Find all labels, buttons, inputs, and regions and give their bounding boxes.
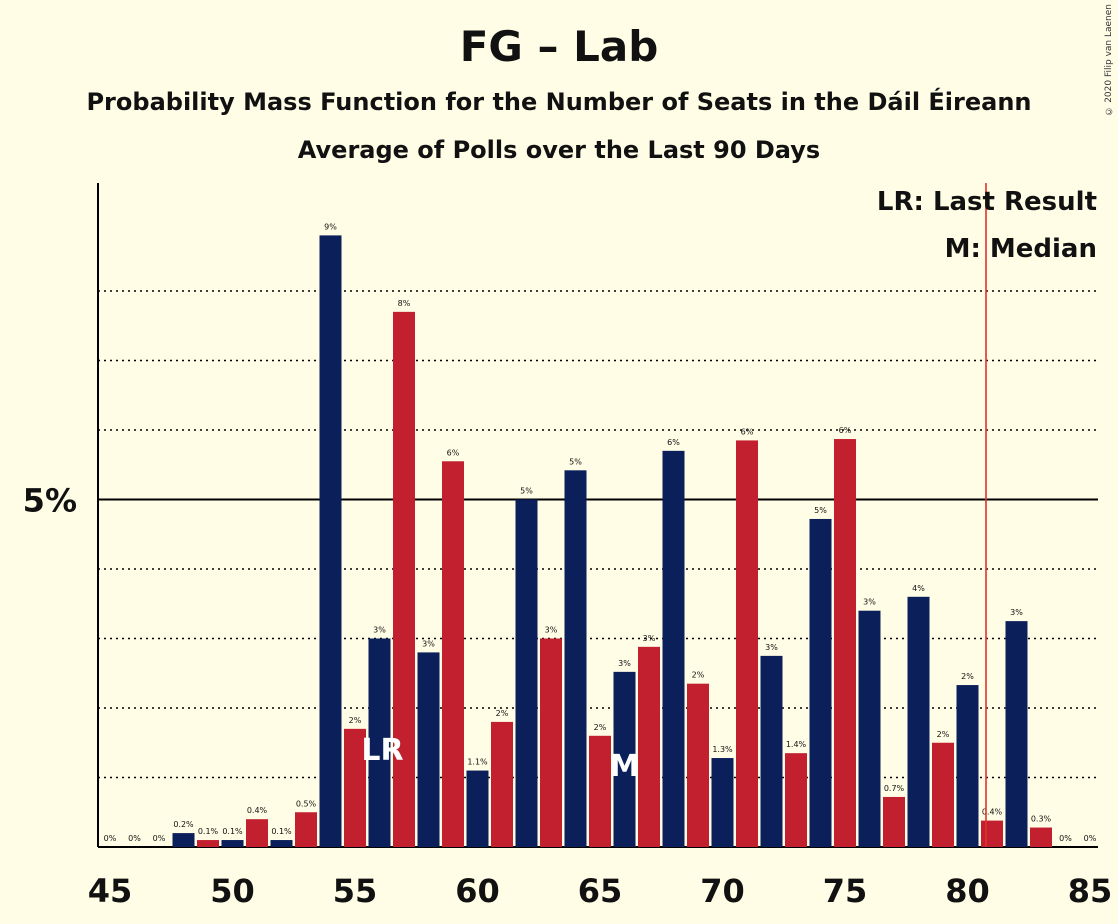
data-label-83: 0.3% [1031,815,1052,824]
data-label-46: 0% [128,834,141,843]
data-label-62: 5% [520,487,533,496]
data-label-52: 0.1% [271,827,292,836]
bar-53 [295,812,317,847]
bar-71 [736,440,758,847]
bar-70 [711,758,734,847]
data-label-74: 5% [814,506,827,515]
data-label-47: 0% [153,834,166,843]
data-label-55: 2% [349,716,362,725]
bar-66 [613,671,636,847]
data-label-65: 2% [594,723,607,732]
data-label-59: 6% [447,448,460,457]
data-label-84: 0% [1059,834,1072,843]
bar-55 [344,728,366,847]
bar-83 [1030,827,1052,847]
legend-last-result: LR: Last Result [877,187,1097,217]
x-tick-label: 70 [700,872,745,910]
bar-48 [172,833,195,847]
bar-72 [760,655,783,847]
bar-58 [417,652,440,847]
bar-68 [662,450,685,847]
x-tick-label: 75 [823,872,868,910]
bar-59 [442,461,464,847]
data-label-58: 3% [422,639,435,648]
data-label-66: 3% [618,659,631,668]
x-tick-label: 80 [945,872,990,910]
data-label-51: 0.4% [247,806,268,815]
x-tick-label: 65 [578,872,623,910]
data-label-49: 0.1% [198,827,219,836]
legend-median: M: Median [945,234,1097,264]
chart-subtitle: Probability Mass Function for the Number… [86,88,1032,116]
data-label-72: 3% [765,643,778,652]
bar-63 [540,638,562,847]
bar-60 [466,770,489,847]
x-tick-label: 45 [88,872,133,910]
bar-80 [956,685,979,847]
data-label-81: 0.4% [982,808,1003,817]
bar-69 [687,683,709,847]
bar-73 [785,753,807,847]
bar-65 [589,735,611,847]
last-result-marker: LR [361,733,403,768]
bar-62 [515,499,538,847]
bar-82 [1005,621,1028,847]
chart-subtitle-2: Average of Polls over the Last 90 Days [297,136,821,164]
bar-54 [319,235,342,847]
bar-52 [270,840,293,847]
data-label-67: 3% [643,634,656,643]
data-label-75: 6% [839,426,852,435]
data-label-77: 0.7% [884,784,905,793]
data-label-45: 0% [104,834,117,843]
data-label-63: 3% [545,626,558,635]
x-tick-label: 50 [210,872,255,910]
data-label-53: 0.5% [296,799,317,808]
x-tick-label: 85 [1068,872,1113,910]
bar-74 [809,518,832,847]
x-tick-label: 60 [455,872,500,910]
data-label-69: 2% [692,671,705,680]
data-label-64: 5% [569,457,582,466]
data-label-48: 0.2% [173,820,194,829]
data-label-79: 2% [937,730,950,739]
y-tick-label: 5% [23,482,77,520]
data-label-56: 3% [373,626,386,635]
data-label-71: 6% [741,427,754,436]
data-label-78: 4% [912,584,925,593]
data-label-68: 6% [667,438,680,447]
bar-79 [932,742,954,847]
data-label-85: 0% [1084,834,1097,843]
bar-81 [981,820,1003,847]
bar-50 [221,840,244,847]
bar-67 [638,646,660,847]
data-label-61: 2% [496,709,509,718]
bar-49 [197,840,219,847]
bar-56 [368,638,391,847]
bar-51 [246,819,268,847]
x-tick-label: 55 [333,872,378,910]
bar-78 [907,596,930,847]
data-label-57: 8% [398,299,411,308]
data-label-50: 0.1% [222,827,243,836]
bar-57 [393,311,415,848]
data-label-54: 9% [324,222,337,231]
data-label-73: 1.4% [786,740,807,749]
bar-75 [834,439,856,847]
bar-77 [883,796,905,847]
data-label-80: 2% [961,672,974,681]
data-label-70: 1.3% [712,745,733,754]
chart-title: FG – Lab [459,22,659,71]
bar-76 [858,610,881,847]
bar-64 [564,470,587,847]
data-label-60: 1.1% [467,758,488,767]
data-label-76: 3% [863,598,876,607]
median-marker: M [610,749,640,784]
bar-61 [491,721,513,847]
data-label-82: 3% [1010,608,1023,617]
